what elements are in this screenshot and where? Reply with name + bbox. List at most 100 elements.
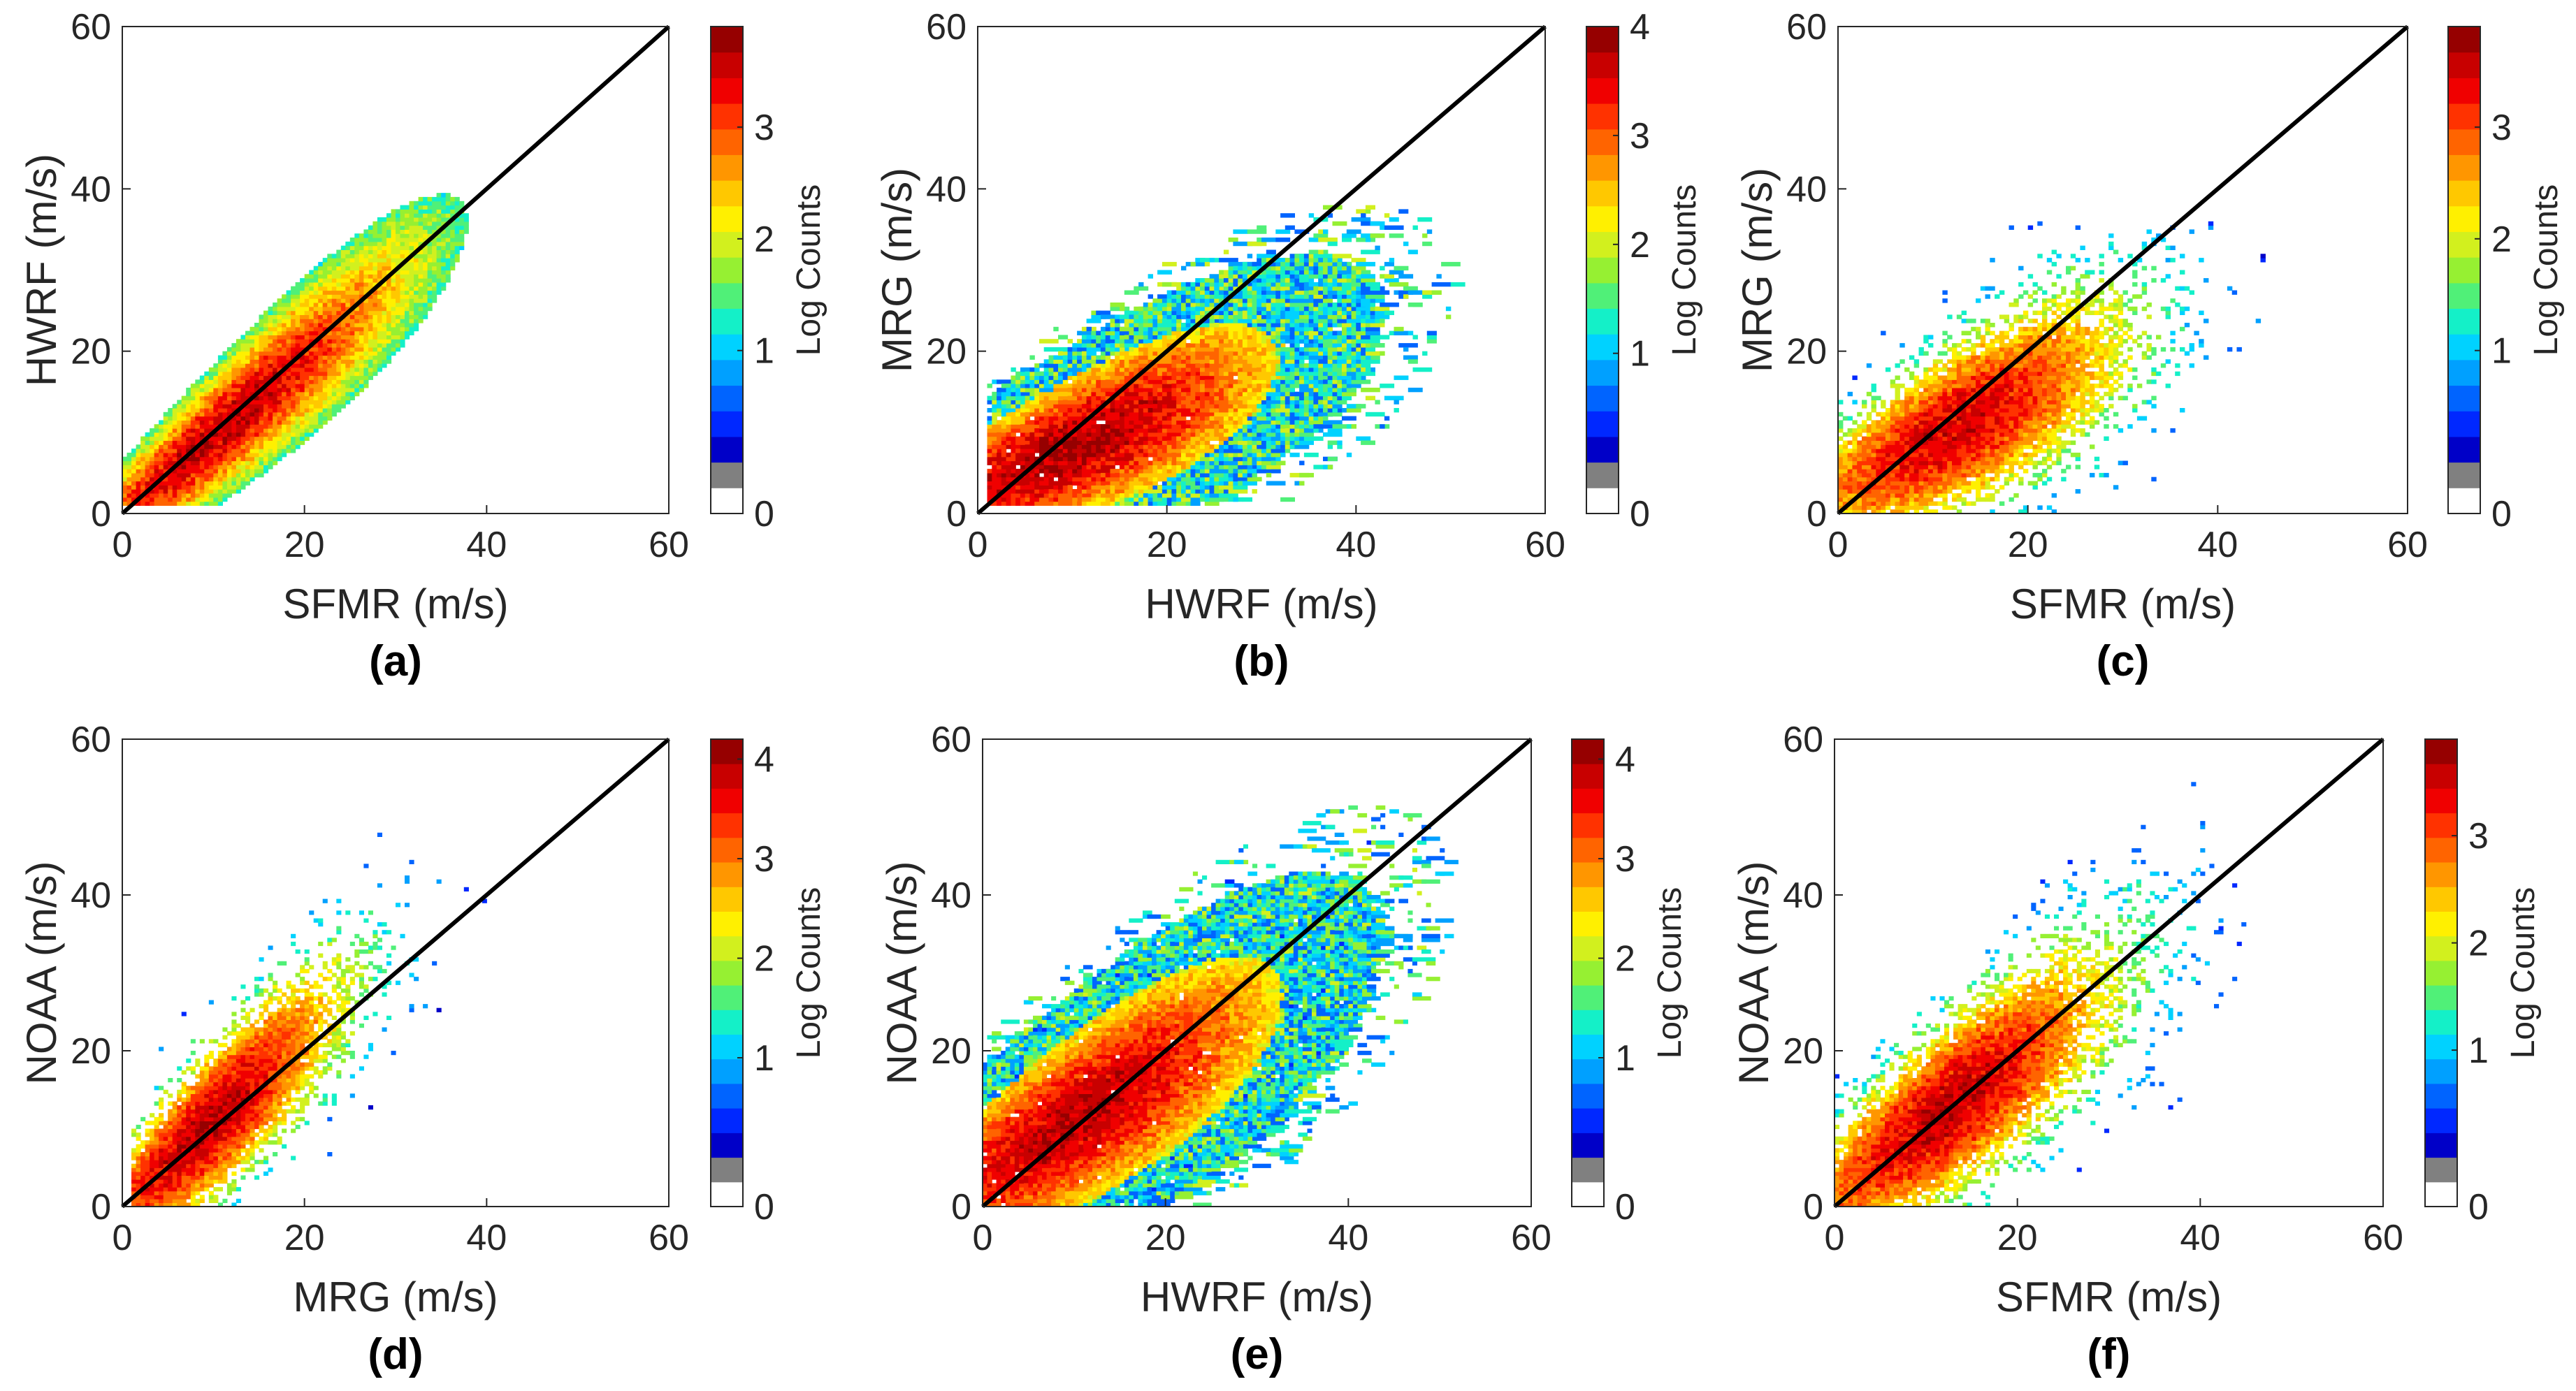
colorbar-segment xyxy=(711,308,743,335)
heatmap-cell xyxy=(268,371,273,377)
heatmap-cell xyxy=(1261,343,1267,348)
heatmap-cell xyxy=(992,501,997,506)
heatmap-cell xyxy=(282,416,287,421)
heatmap-cell xyxy=(240,456,246,462)
heatmap-cell xyxy=(304,367,310,372)
heatmap-cell xyxy=(432,209,437,214)
heatmap-cell xyxy=(268,408,273,413)
heatmap-cell xyxy=(236,469,241,474)
heatmap-cell xyxy=(400,286,405,291)
heatmap-cell xyxy=(363,343,369,348)
heatmap-cell xyxy=(405,294,410,299)
heatmap-cell xyxy=(304,274,310,279)
heatmap-cell xyxy=(386,282,392,287)
heatmap-cell xyxy=(405,303,410,307)
heatmap-cell xyxy=(263,339,269,344)
heatmap-cell xyxy=(204,444,210,449)
heatmap-cell xyxy=(359,330,364,335)
heatmap-cell xyxy=(1257,326,1262,332)
heatmap-cell xyxy=(1011,367,1016,372)
heatmap-cell xyxy=(199,391,205,397)
heatmap-cell xyxy=(268,323,273,328)
heatmap-cell xyxy=(450,241,456,247)
heatmap-cell xyxy=(190,465,196,469)
heatmap-cell xyxy=(154,472,159,478)
heatmap-cell xyxy=(259,408,264,413)
heatmap-cell xyxy=(331,310,337,315)
heatmap-cell xyxy=(1091,497,1097,502)
heatmap-cell xyxy=(372,261,378,267)
heatmap-cell xyxy=(386,343,392,348)
heatmap-cell xyxy=(1252,379,1267,384)
heatmap-cell xyxy=(1029,412,1035,417)
heatmap-cell xyxy=(423,278,428,283)
heatmap-cell xyxy=(322,274,328,279)
heatmap-cell xyxy=(1209,258,1215,263)
heatmap-cell xyxy=(213,391,219,397)
heatmap-cell xyxy=(1219,339,1224,344)
heatmap-cell xyxy=(131,472,137,478)
heatmap-cell xyxy=(382,270,387,275)
heatmap-cell xyxy=(1120,436,1125,441)
heatmap-cell xyxy=(245,367,251,372)
heatmap-cell xyxy=(295,432,301,437)
heatmap-cell xyxy=(1138,363,1144,368)
heatmap-cell xyxy=(359,303,364,307)
heatmap-cell xyxy=(213,436,219,441)
heatmap-cell xyxy=(1067,412,1073,417)
heatmap-cell xyxy=(1247,469,1253,474)
heatmap-cell xyxy=(1257,456,1262,462)
heatmap-cell xyxy=(268,432,273,437)
heatmap-cell xyxy=(414,258,419,263)
heatmap-cell xyxy=(1091,359,1097,364)
heatmap-cell xyxy=(226,476,232,482)
heatmap-cell xyxy=(245,343,251,348)
heatmap-cell xyxy=(396,323,401,328)
heatmap-cell xyxy=(340,404,346,409)
heatmap-cell xyxy=(1238,400,1243,405)
heatmap-cell xyxy=(992,476,997,482)
heatmap-cell xyxy=(1081,485,1087,490)
heatmap-cell xyxy=(1176,379,1187,384)
heatmap-cell xyxy=(1062,493,1069,498)
heatmap-cell xyxy=(240,400,246,405)
heatmap-cell xyxy=(154,469,159,474)
heatmap-cell xyxy=(291,432,296,437)
heatmap-cell xyxy=(359,355,364,360)
heatmap-cell xyxy=(1011,379,1016,384)
heatmap-cell xyxy=(150,456,155,462)
heatmap-cell xyxy=(336,310,342,315)
heatmap-cell xyxy=(423,294,428,299)
heatmap-cell xyxy=(368,310,373,315)
heatmap-cell xyxy=(382,261,387,267)
heatmap-cell xyxy=(245,428,251,433)
heatmap-cell xyxy=(377,359,382,364)
heatmap-cell xyxy=(313,408,319,413)
heatmap-cell xyxy=(240,343,246,348)
heatmap-cell xyxy=(268,375,273,380)
heatmap-cell xyxy=(1001,460,1007,465)
heatmap-cell xyxy=(259,355,264,360)
heatmap-cell xyxy=(368,347,373,352)
heatmap-cell xyxy=(313,351,319,356)
heatmap-cell xyxy=(1077,465,1083,469)
heatmap-cell xyxy=(459,241,465,247)
heatmap-cell xyxy=(445,205,451,210)
heatmap-cell xyxy=(377,367,382,372)
heatmap-cell xyxy=(386,306,392,312)
heatmap-cell xyxy=(304,303,310,307)
heatmap-cell xyxy=(1228,408,1233,413)
heatmap-cell xyxy=(396,310,401,315)
heatmap-cell xyxy=(1086,489,1097,494)
heatmap-cell xyxy=(213,476,219,482)
heatmap-cell xyxy=(377,221,382,226)
heatmap-cell xyxy=(363,245,369,250)
heatmap-cell xyxy=(1181,424,1196,429)
heatmap-cell xyxy=(382,229,387,234)
heatmap-cell xyxy=(226,371,232,377)
heatmap-cell xyxy=(204,472,210,478)
heatmap-cell xyxy=(309,323,314,328)
heatmap-cell xyxy=(1261,261,1267,267)
heatmap-cell xyxy=(340,375,346,380)
heatmap-cell xyxy=(249,363,255,368)
